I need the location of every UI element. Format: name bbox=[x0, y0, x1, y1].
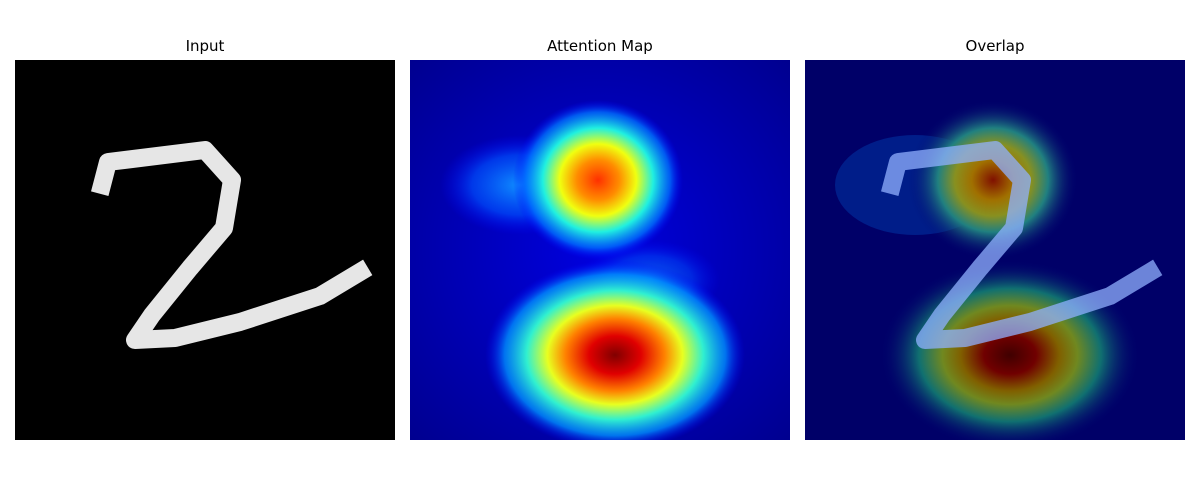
panel-title: Overlap bbox=[966, 37, 1025, 55]
attention-image bbox=[410, 60, 790, 440]
panel-title: Input bbox=[186, 37, 225, 55]
input-image bbox=[15, 60, 395, 440]
overlap-image bbox=[805, 60, 1185, 440]
panel-title: Attention Map bbox=[547, 37, 653, 55]
